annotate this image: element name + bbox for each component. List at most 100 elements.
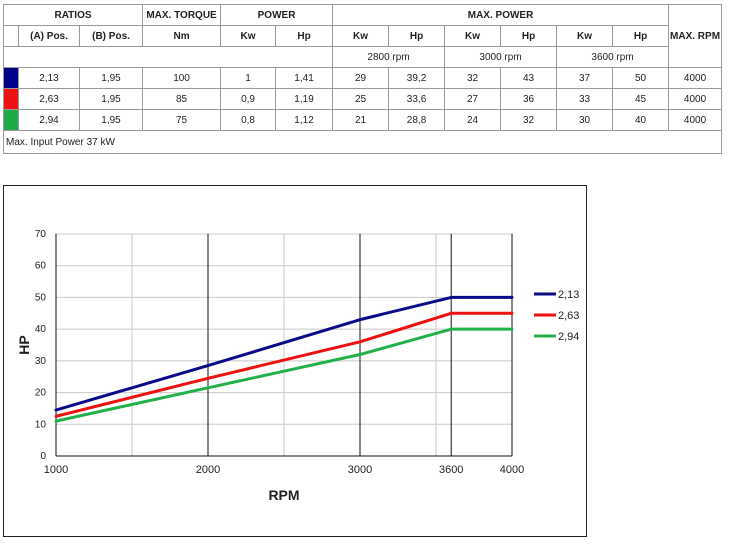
color-swatch — [3, 109, 19, 131]
table-cell-kw3000: 27 — [444, 88, 502, 110]
table-cell-maxrpm: 4000 — [668, 67, 723, 89]
table-cell-kw2800: 29 — [332, 67, 390, 89]
y-tick-label: 50 — [35, 292, 47, 303]
y-tick-label: 30 — [35, 356, 47, 367]
subheader-kw: Kw — [444, 25, 502, 47]
table-cell-b: 1,95 — [78, 88, 144, 110]
header-max-rpm: MAX. RPM — [668, 4, 723, 68]
table-cell-hp: 1,19 — [275, 88, 334, 110]
table-cell-hp3000: 32 — [500, 109, 558, 131]
legend-label: 2,13 — [558, 289, 579, 301]
table-cell-kw3600: 33 — [556, 88, 614, 110]
swatch-fill — [4, 68, 18, 88]
table-cell-kw3600: 30 — [556, 109, 614, 131]
y-tick-label: 20 — [35, 388, 47, 399]
table-cell-b: 1,95 — [78, 109, 144, 131]
table-cell-torque: 100 — [142, 67, 222, 89]
data-point — [510, 311, 514, 315]
table-cell-kw2800: 25 — [332, 88, 390, 110]
subheader-b-pos: (B) Pos. — [78, 25, 144, 47]
table-cell-hp3600: 45 — [612, 88, 670, 110]
swatch-fill — [4, 89, 18, 109]
table-cell-hp3000: 43 — [500, 67, 558, 89]
y-tick-label: 10 — [35, 419, 47, 430]
data-point — [206, 386, 210, 390]
table-cell-hp: 1,41 — [275, 67, 334, 89]
table-cell-kw2800: 21 — [332, 109, 390, 131]
swatch-fill — [4, 110, 18, 130]
table-cell-a: 2,13 — [18, 67, 80, 89]
table-cell-hp2800: 39,2 — [388, 67, 446, 89]
subheader-nm: Nm — [142, 25, 222, 47]
data-point — [206, 376, 210, 380]
table-cell-torque: 75 — [142, 109, 222, 131]
subheader-kw: Kw — [332, 25, 390, 47]
x-tick-label: 4000 — [500, 464, 524, 476]
y-tick-label: 70 — [35, 229, 47, 240]
table-cell-hp3000: 36 — [500, 88, 558, 110]
data-point — [54, 419, 58, 423]
chart-frame: 0 10 20 30 40 50 60 70 1000 2000 3000 3600 4000 RPM HP… — [3, 185, 587, 537]
table-cell-hp2800: 33,6 — [388, 88, 446, 110]
table-cell-a: 2,94 — [18, 109, 80, 131]
table-cell-kw: 1 — [220, 67, 277, 89]
table-cell-hp: 1,12 — [275, 109, 334, 131]
table-cell-maxrpm: 4000 — [668, 88, 723, 110]
table-cell-torque: 85 — [142, 88, 222, 110]
table-cell-kw3600: 37 — [556, 67, 614, 89]
table-row: 2,94 1,95 75 0,8 1,12 21 28,8 24 32 30 40 4000 — [3, 109, 723, 131]
subheader-hp: Hp — [388, 25, 446, 47]
table-row: 2,13 1,95 100 1 1,41 29 39,2 32 43 37 50 4000 — [3, 67, 723, 89]
data-point — [358, 318, 362, 322]
table-cell-b: 1,95 — [78, 67, 144, 89]
x-axis-label: RPM — [268, 487, 299, 503]
table-cell-kw: 0,8 — [220, 109, 277, 131]
header-max-power: MAX. POWER — [332, 4, 670, 26]
table-cell-kw: 0,9 — [220, 88, 277, 110]
data-point — [510, 327, 514, 331]
rpm-group-3000: 3000 rpm — [444, 46, 558, 68]
legend-label: 2,63 — [558, 310, 579, 322]
data-point — [449, 327, 453, 331]
data-point — [54, 408, 58, 412]
color-swatch — [3, 88, 19, 110]
spec-table: RATIOS MAX. TORQUE POWER MAX. POWER MAX.… — [2, 4, 723, 154]
table-cell-hp3600: 40 — [612, 109, 670, 131]
data-point — [54, 414, 58, 418]
color-swatch — [3, 67, 19, 89]
x-tick-label: 3600 — [439, 464, 463, 476]
blank-cell — [2, 46, 334, 68]
line-chart: 0 10 20 30 40 50 60 70 1000 2000 3000 3600 4000 RPM HP… — [16, 229, 579, 503]
y-tick-label: 60 — [35, 261, 47, 272]
subheader-a-pos: (A) Pos. — [18, 25, 80, 47]
table-cell-kw3000: 24 — [444, 109, 502, 131]
header-ratios: RATIOS — [2, 4, 144, 26]
y-tick-label: 40 — [35, 324, 47, 335]
subheader-hp: Hp — [612, 25, 670, 47]
table-row: 2,63 1,95 85 0,9 1,19 25 33,6 27 36 33 45 4000 — [3, 88, 723, 110]
data-point — [449, 311, 453, 315]
table-cell-hp3600: 50 — [612, 67, 670, 89]
subheader-hp: Hp — [500, 25, 558, 47]
subheader-kw: Kw — [220, 25, 277, 47]
subheader-hp: Hp — [275, 25, 334, 47]
data-point — [358, 353, 362, 357]
x-tick-label: 2000 — [196, 464, 220, 476]
legend-label: 2,94 — [558, 331, 579, 343]
blank-cell — [3, 25, 19, 47]
table-cell-hp2800: 28,8 — [388, 109, 446, 131]
data-point — [449, 295, 453, 299]
data-point — [206, 364, 210, 368]
header-power: POWER — [220, 4, 334, 26]
table-cell-kw3000: 32 — [444, 67, 502, 89]
y-axis-label: HP — [16, 335, 32, 354]
rpm-group-3600: 3600 rpm — [556, 46, 670, 68]
x-tick-label: 1000 — [44, 464, 68, 476]
table-cell-maxrpm: 4000 — [668, 109, 723, 131]
header-max-torque: MAX. TORQUE — [142, 4, 222, 26]
rpm-group-2800: 2800 rpm — [332, 46, 446, 68]
data-point — [510, 295, 514, 299]
subheader-kw: Kw — [556, 25, 614, 47]
footnote: Max. Input Power 37 kW — [2, 130, 723, 154]
data-point — [358, 340, 362, 344]
